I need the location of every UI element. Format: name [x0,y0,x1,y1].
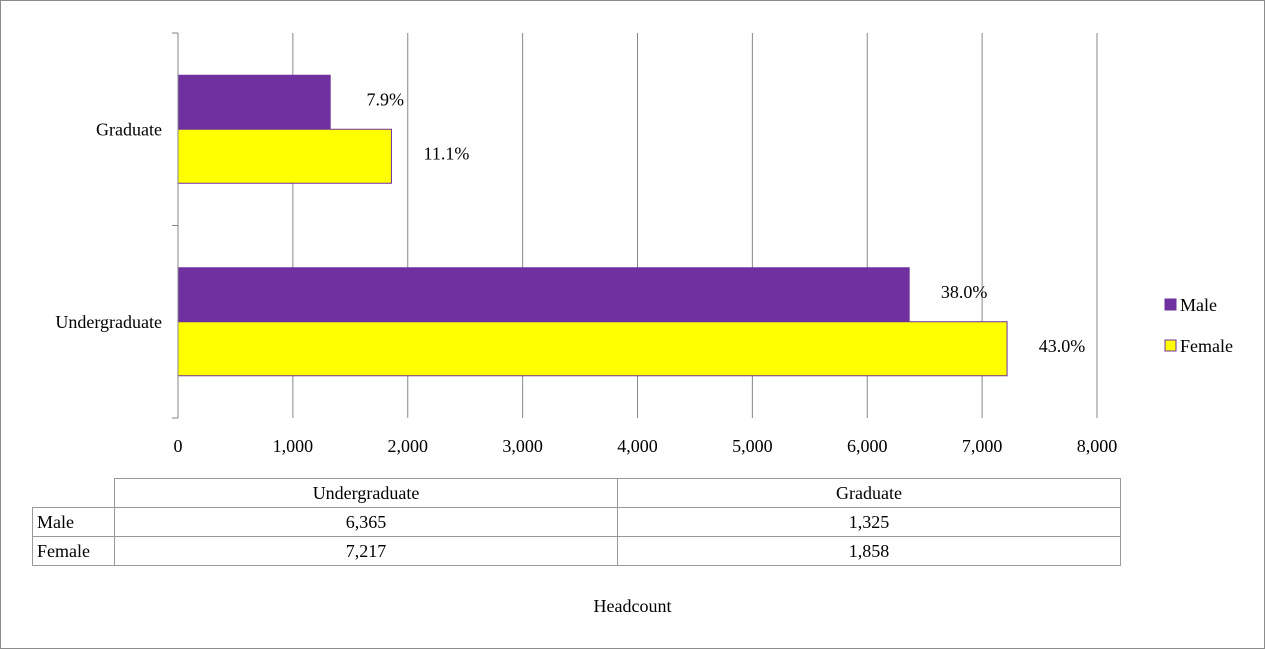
legend-swatch [1164,298,1177,311]
table-cell: 7,217 [114,536,618,566]
data-table: Undergraduate Graduate Male 6,365 1,325 … [32,478,1121,566]
category-label: Undergraduate [55,312,162,332]
bar [177,267,910,323]
bars [177,74,1008,377]
data-label: 38.0% [941,282,988,302]
table-cell: 1,858 [617,536,1121,566]
bar [177,321,1008,377]
table-row-label: Male [32,507,115,537]
x-tick-label: 5,000 [732,436,773,456]
bar [177,128,392,184]
bar [177,74,331,130]
bar-chart: 0 1,000 2,000 3,000 4,000 5,000 6,000 7,000 8,00… [55,32,1233,456]
table-row-label: Female [32,536,115,566]
table-col-graduate: Graduate [617,478,1121,508]
legend: Male Female [1164,295,1233,356]
table-header-row: Undergraduate Graduate [32,478,1121,508]
data-label: 7.9% [366,89,404,109]
table-row: Female 7,217 1,858 [32,536,1121,566]
x-tick-label: 8,000 [1077,436,1118,456]
labels: 0 1,000 2,000 3,000 4,000 5,000 6,000 7,000 8,00… [55,89,1117,456]
table-cell: 1,325 [617,507,1121,537]
table-cell: 6,365 [114,507,618,537]
data-label: 43.0% [1039,336,1086,356]
x-tick-label: 0 [174,436,183,456]
x-tick-label: 2,000 [388,436,429,456]
legend-swatch [1164,339,1177,352]
category-label: Graduate [96,119,162,139]
axes [172,32,179,419]
x-tick-label: 3,000 [502,436,543,456]
x-tick-label: 7,000 [962,436,1003,456]
legend-label: Male [1180,295,1217,315]
x-axis-label: Headcount [593,596,672,616]
table-corner-cell [32,478,115,508]
x-tick-label: 6,000 [847,436,888,456]
x-tick-label: 4,000 [617,436,658,456]
x-tick-label: 1,000 [273,436,314,456]
table-row: Male 6,365 1,325 [32,507,1121,537]
data-label: 11.1% [424,143,470,163]
legend-label: Female [1180,336,1233,356]
table-col-undergraduate: Undergraduate [114,478,618,508]
